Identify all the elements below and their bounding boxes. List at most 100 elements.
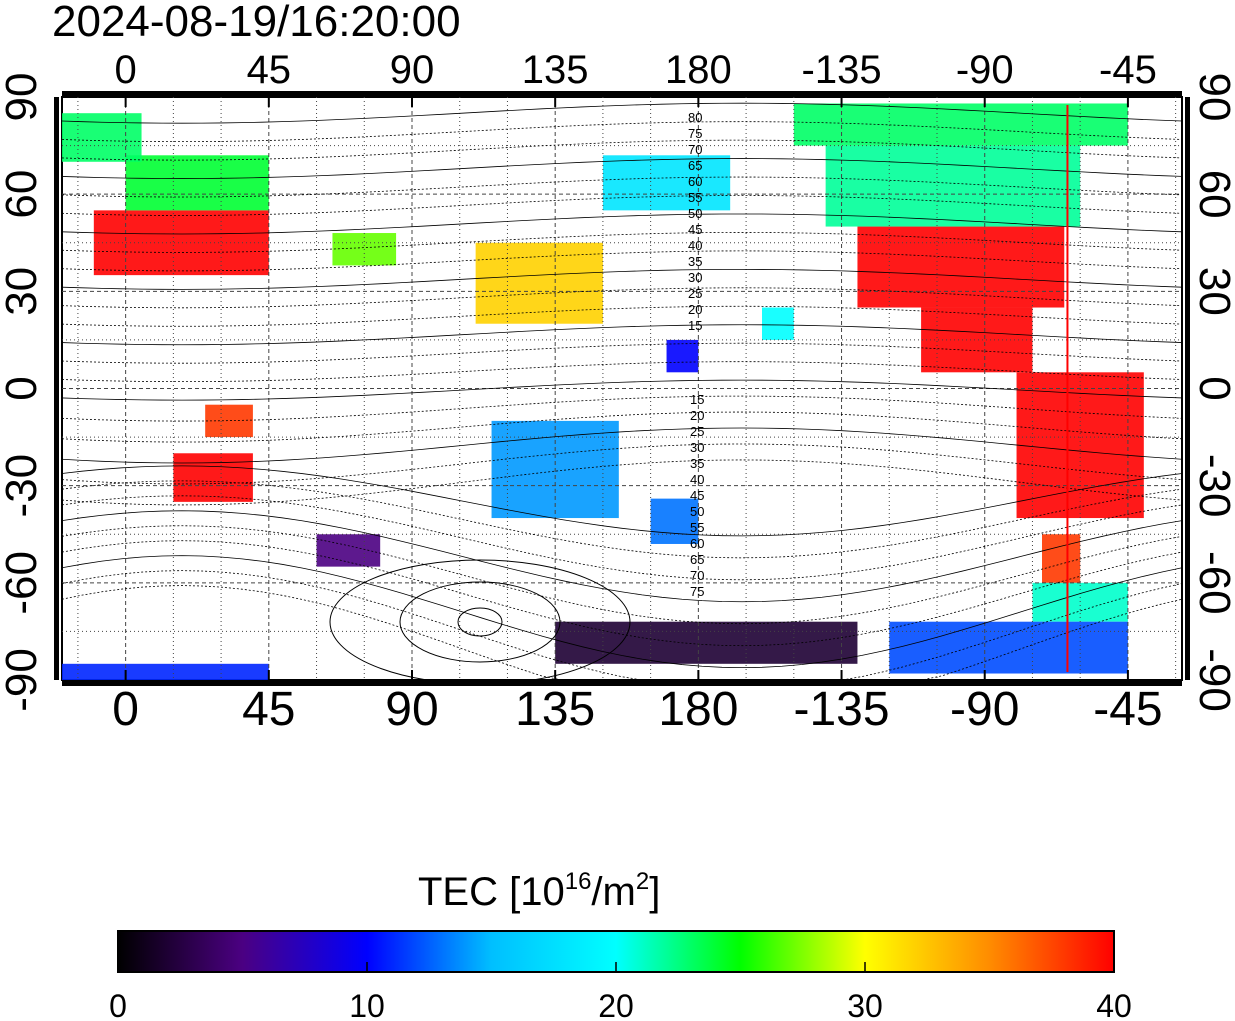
contour-line [61,427,1183,464]
map-area: 8075706560555045403530252015152025303540… [61,96,1183,685]
contour-label: 30 [688,270,702,285]
colorbar-tick-label: 40 [1096,988,1132,1021]
tec-region [62,113,142,162]
contour-label: 65 [690,552,704,567]
y-axis-left-ticks: 90 60 30 0 -30 -60 -90 [0,73,59,712]
contour-line [61,379,1183,401]
contour-label: 40 [690,472,704,487]
axis-bar-left [54,97,59,680]
tec-region [125,155,269,211]
y-tick-label-right: -30 [1190,454,1235,518]
tec-region [921,307,1033,373]
contour-line [61,305,1183,327]
contour-line [61,361,1183,383]
contour-line [61,395,1183,422]
contour-label: 80 [688,110,702,125]
x-tick-label-top: -135 [802,48,882,92]
contour-line [61,411,1183,443]
y-tick-label-right: 60 [1190,170,1235,219]
x-tick-label-top: 0 [115,48,137,92]
tec-region [889,621,1128,674]
x-tick-label-bottom: 135 [515,683,595,736]
x-tick-label-bottom: -45 [1093,683,1162,736]
tec-region [173,453,253,502]
contour-label: 20 [688,302,702,317]
contour-line [61,459,1183,506]
contour-line [61,495,1183,581]
x-axis-bottom-ticks: 0 45 90 135 180 -135 -90 -45 [62,670,1182,736]
contour-label: 15 [690,392,704,407]
contour-label: 65 [688,158,702,173]
y-tick-label-left: 30 [0,267,46,316]
x-tick-label-bottom: 0 [112,683,139,736]
contour-label: 75 [690,584,704,599]
y-tick-label-right: -90 [1190,648,1235,712]
y-tick-label-left: 60 [0,170,46,219]
y-tick-label-left: -90 [0,648,46,712]
contour-line [61,250,1183,272]
y-tick-label-right: -60 [1190,551,1235,615]
axis-bar-top [62,91,1182,96]
x-tick-label-bottom: -135 [794,683,890,736]
contour-label: 30 [690,440,704,455]
colorbar-tick-label: 0 [109,988,127,1021]
x-tick-label-top: 180 [665,48,732,92]
contour-line [61,158,1183,179]
contour-line [61,121,1183,143]
tec-region [650,498,699,544]
x-tick-label-top: -45 [1099,48,1157,92]
magnetic-contours [61,102,1183,685]
lat-lon-grid [62,97,1182,680]
contour-line [61,268,1183,290]
tec-region [857,226,1065,308]
x-tick-label-bottom: -90 [950,683,1019,736]
contour-label: 40 [688,238,702,253]
y-tick-label-left: 0 [0,376,46,400]
tec-region [825,145,1081,227]
tec-region [1042,534,1081,583]
contour-loop [399,581,561,663]
contour-line [61,525,1183,625]
contour-label: 25 [690,424,704,439]
colorbar-label: TEC [1016/m2] [418,868,660,914]
x-axis-top-ticks: 0 45 90 135 180 -135 -90 -45 [62,48,1182,107]
contour-loop [457,607,503,637]
contour-label: 60 [690,536,704,551]
tec-region [602,155,731,211]
contour-line [61,213,1183,235]
axis-bar-bottom [62,681,1182,686]
contour-label: 20 [690,408,704,423]
x-tick-label-top: 45 [247,48,292,92]
contour-label: 35 [688,254,702,269]
x-tick-label-bottom: 180 [658,683,738,736]
colorbar-tick-label: 30 [847,988,883,1021]
x-tick-label-bottom: 45 [242,683,295,736]
x-tick-label-bottom: 90 [385,683,438,736]
contour-label: 60 [688,174,702,189]
contour-labels: 8075706560555045403530252015152025303540… [688,110,704,599]
contour-line [61,510,1183,603]
contour-label: 70 [690,568,704,583]
colorbar-ticks: 0 10 20 30 40 [109,962,1132,1021]
y-tick-label-left: -60 [0,551,46,615]
contour-line [61,139,1183,161]
contour-line [61,287,1183,309]
contour-line [61,465,1183,537]
contour-line [61,232,1183,253]
contour-label: 55 [688,190,702,205]
x-tick-label-top: -90 [956,48,1014,92]
contour-label: 55 [690,520,704,535]
colorbar-tick-label: 20 [598,988,634,1021]
y-tick-label-right: 90 [1190,73,1235,122]
contour-line [61,443,1183,485]
contour-line [61,342,1183,364]
tec-region [1032,582,1128,622]
x-tick-label-top: 135 [522,48,589,92]
contour-label: 45 [688,222,702,237]
contour-label: 50 [688,206,702,221]
y-axis-right-ticks: 90 60 30 0 -30 -60 -90 [1185,73,1235,712]
contour-line [61,102,1183,124]
y-tick-label-right: 0 [1190,376,1235,400]
contour-label: 75 [688,126,702,141]
